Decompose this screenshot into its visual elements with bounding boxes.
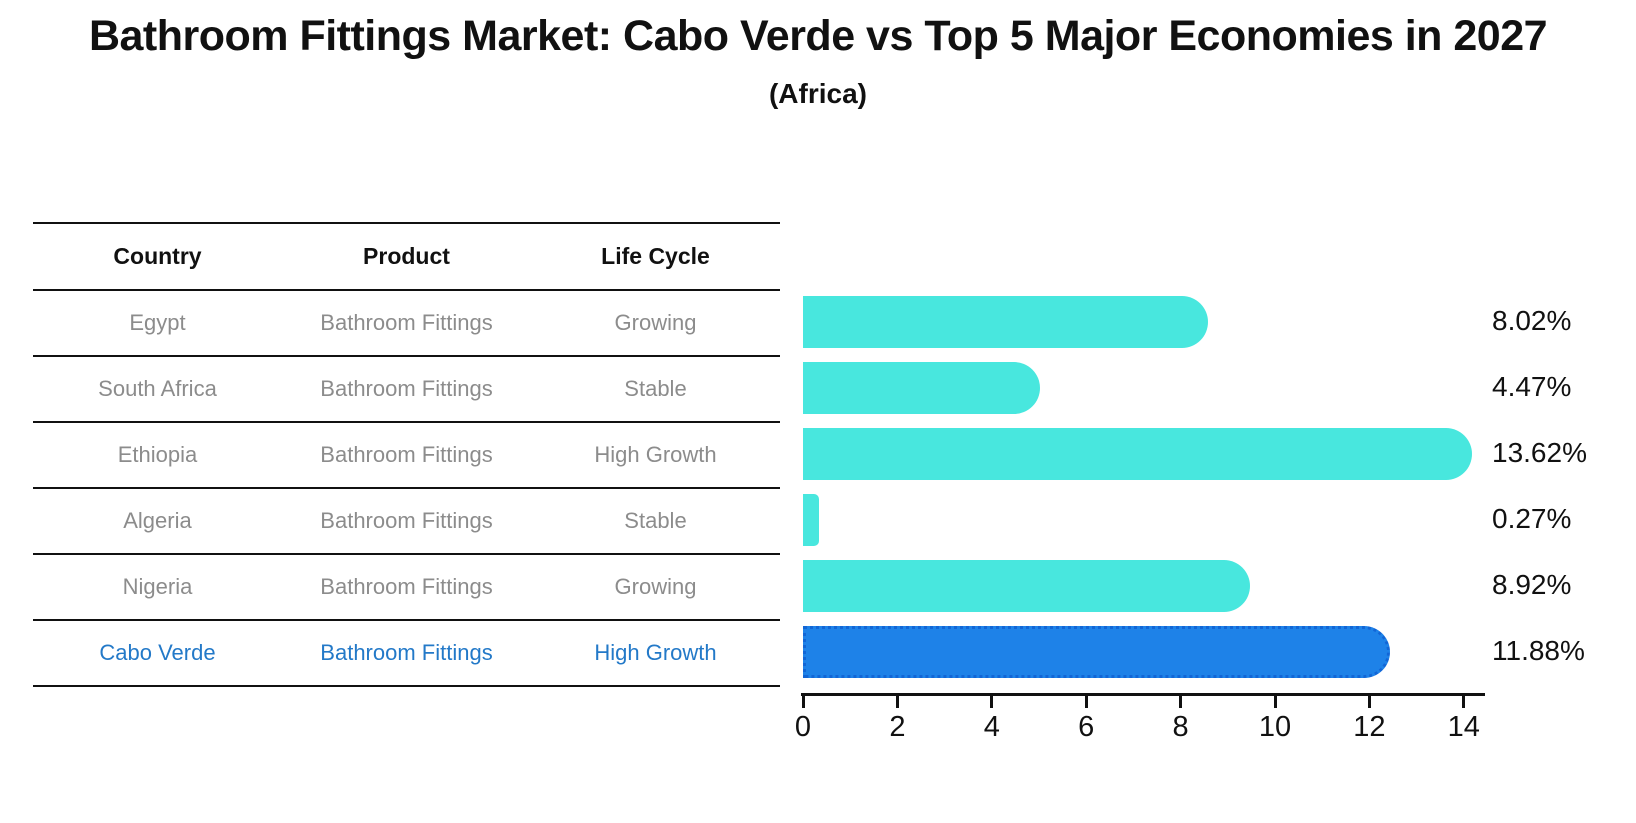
- life-cycle-cell: Growing: [614, 310, 697, 335]
- x-tick: [895, 693, 899, 708]
- x-tick: [801, 693, 805, 708]
- product-cell: Bathroom Fittings: [320, 310, 493, 335]
- table-row: Algeria Bathroom Fittings Stable: [33, 487, 780, 553]
- bar: [803, 296, 1208, 348]
- country-cell: Cabo Verde: [99, 640, 216, 665]
- x-tick-label: 14: [1447, 711, 1480, 743]
- bar: [803, 428, 1472, 480]
- table-header-cell: Country: [113, 243, 202, 269]
- x-tick-label: 12: [1353, 711, 1386, 743]
- table-row: Nigeria Bathroom Fittings Growing: [33, 553, 780, 619]
- x-tick-label: 8: [1172, 711, 1189, 743]
- life-cycle-cell: Stable: [624, 508, 687, 533]
- x-tick-label: 4: [983, 711, 1000, 743]
- x-tick: [990, 693, 994, 708]
- country-table: Country Product Life Cycle Egypt Bathroom Fi…: [33, 222, 780, 687]
- bar: [803, 560, 1251, 612]
- bar: [803, 494, 819, 546]
- table-row: Cabo Verde Bathroom Fittings High Growth: [33, 619, 780, 685]
- life-cycle-cell: High Growth: [594, 442, 717, 467]
- bar: [803, 362, 1040, 414]
- table-header-row: Country Product Life Cycle: [33, 222, 780, 289]
- product-cell: Bathroom Fittings: [320, 640, 493, 665]
- life-cycle-cell: Growing: [614, 574, 697, 599]
- value-label: 0.27%: [1492, 503, 1572, 534]
- product-cell: Bathroom Fittings: [320, 508, 493, 533]
- country-cell: Nigeria: [122, 574, 193, 599]
- x-tick-label: 2: [889, 711, 906, 743]
- table-row: South Africa Bathroom Fittings Stable: [33, 355, 780, 421]
- x-tick: [1367, 693, 1371, 708]
- country-cell: Egypt: [129, 310, 186, 335]
- x-tick: [1462, 693, 1466, 708]
- table-row: Ethiopia Bathroom Fittings High Growth: [33, 421, 780, 487]
- value-label: 4.47%: [1492, 371, 1572, 402]
- table-header-cell: Product: [363, 243, 450, 269]
- x-axis-line: [801, 693, 1485, 696]
- product-cell: Bathroom Fittings: [320, 442, 493, 467]
- x-tick: [1273, 693, 1277, 708]
- x-tick-label: 6: [1078, 711, 1095, 743]
- value-label: 11.88%: [1492, 635, 1585, 666]
- x-tick-label: 10: [1258, 711, 1292, 743]
- value-label: 13.62%: [1492, 437, 1587, 468]
- life-cycle-cell: High Growth: [594, 640, 717, 665]
- table-header-cell: Life Cycle: [601, 243, 710, 269]
- country-cell: Ethiopia: [117, 442, 198, 467]
- chart-subtitle: (Africa): [768, 78, 867, 109]
- life-cycle-cell: Stable: [624, 376, 687, 401]
- x-tick: [1179, 693, 1183, 708]
- bar-highlight: [803, 626, 1390, 678]
- x-tick-label: 0: [794, 711, 812, 743]
- country-cell: South Africa: [98, 376, 217, 401]
- chart-title: Bathroom Fittings Market: Cabo Verde vs …: [88, 12, 1548, 60]
- product-cell: Bathroom Fittings: [320, 574, 493, 599]
- product-cell: Bathroom Fittings: [320, 376, 493, 401]
- value-label: 8.92%: [1492, 569, 1572, 600]
- x-tick: [1084, 693, 1088, 708]
- value-label: 8.02%: [1492, 305, 1572, 336]
- table-row: Egypt Bathroom Fittings Growing: [33, 289, 780, 355]
- country-cell: Algeria: [123, 508, 192, 533]
